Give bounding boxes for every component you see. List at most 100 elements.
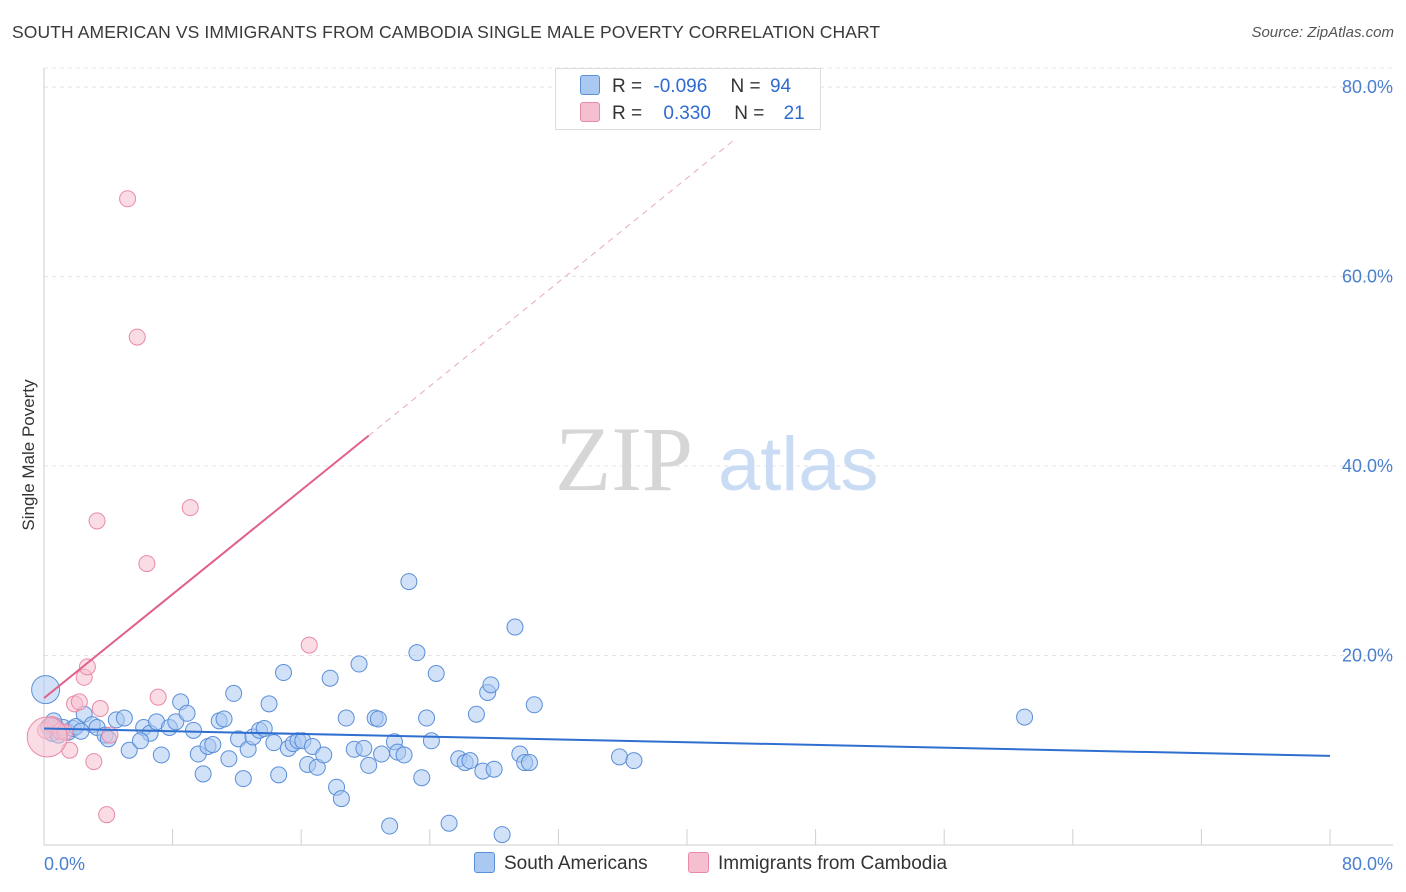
point-south-american xyxy=(369,710,387,728)
point-cambodia xyxy=(78,658,96,676)
legend-swatch-south-americans xyxy=(474,852,495,873)
point-south-american xyxy=(152,746,170,764)
legend-swatch-cambodia xyxy=(580,102,600,122)
point-cambodia xyxy=(181,499,199,517)
point-south-american xyxy=(332,790,350,808)
legend-n-label: N = xyxy=(734,103,765,124)
legend-swatch-cambodia xyxy=(688,852,709,873)
legend-n-label: N = xyxy=(730,76,761,97)
point-south-american xyxy=(337,709,355,727)
point-south-american xyxy=(350,655,368,673)
legend-r-label: R = xyxy=(612,103,643,124)
point-south-american xyxy=(427,664,445,682)
point-cambodia xyxy=(98,806,116,824)
legend-label-south-americans: South Americans xyxy=(504,853,648,874)
x-tick-min: 0.0% xyxy=(44,854,85,874)
legend-r-value: -0.096 xyxy=(653,76,708,97)
gridlines xyxy=(44,67,1393,656)
legend-swatch-south-americans xyxy=(580,75,600,95)
point-south-american xyxy=(178,704,196,722)
legend-label-cambodia: Immigrants from Cambodia xyxy=(718,853,948,874)
legend-row-cambodia: R = 0.330 N = 21 xyxy=(580,102,805,128)
watermark-atlas: atlas xyxy=(718,422,879,507)
point-south-american xyxy=(31,675,61,705)
bottom-legend-south-americans: South Americans xyxy=(474,852,648,875)
legend-row-south-americans: R = -0.096 N = 94 xyxy=(580,75,791,101)
point-south-american xyxy=(275,664,293,682)
watermark-zip: ZIP xyxy=(555,408,693,510)
trend-lines xyxy=(43,138,1331,757)
point-cambodia xyxy=(138,555,156,573)
point-south-american xyxy=(303,737,321,755)
series-south-americans xyxy=(31,573,1034,844)
point-south-american xyxy=(194,765,212,783)
point-cambodia xyxy=(26,716,68,758)
y-tick-label: 40.0% xyxy=(1342,456,1393,476)
point-south-american xyxy=(184,721,202,739)
point-south-american xyxy=(482,676,500,694)
point-south-american xyxy=(1016,708,1034,726)
point-south-american xyxy=(422,732,440,750)
trend-cambodia xyxy=(43,434,370,699)
point-south-american xyxy=(72,722,90,740)
axes xyxy=(43,68,1393,846)
y-tick-label: 80.0% xyxy=(1342,77,1393,97)
point-south-american xyxy=(413,769,431,787)
point-cambodia xyxy=(119,190,137,208)
point-south-american xyxy=(485,760,503,778)
point-south-american xyxy=(234,770,252,788)
point-cambodia xyxy=(91,700,109,718)
point-south-american xyxy=(373,745,391,763)
trend-south-americans xyxy=(43,727,1331,757)
correlation-legend: R = -0.096 N = 94 R = 0.330 N = 21 xyxy=(555,68,821,130)
point-south-american xyxy=(167,713,185,731)
y-axis-label: Single Male Poverty xyxy=(19,379,38,531)
bottom-legend-cambodia: Immigrants from Cambodia xyxy=(688,852,947,875)
legend-n-value: 94 xyxy=(769,76,792,97)
point-south-american xyxy=(625,752,643,770)
trend-cambodia-extrapolated xyxy=(368,138,736,437)
point-cambodia xyxy=(101,726,119,744)
point-south-american xyxy=(270,766,288,784)
point-south-american xyxy=(467,705,485,723)
watermark: ZIP atlas xyxy=(555,408,879,510)
point-south-american xyxy=(355,739,373,757)
point-cambodia xyxy=(300,636,318,654)
point-south-american xyxy=(400,573,418,591)
point-south-american xyxy=(395,746,413,764)
point-south-american xyxy=(120,741,138,759)
y-tick-label: 60.0% xyxy=(1342,266,1393,286)
chart-title: SOUTH AMERICAN VS IMMIGRANTS FROM CAMBOD… xyxy=(12,22,881,42)
point-south-american xyxy=(506,618,524,636)
point-south-american xyxy=(260,695,278,713)
point-cambodia xyxy=(85,753,103,771)
point-south-american xyxy=(493,826,511,844)
point-cambodia xyxy=(88,512,106,530)
legend-r-label: R = xyxy=(612,76,643,97)
y-tick-labels: 20.0% 40.0% 60.0% 80.0% xyxy=(1342,77,1393,666)
point-south-american xyxy=(525,696,543,714)
chart-source: Source: ZipAtlas.com xyxy=(1251,24,1394,41)
legend-r-value: 0.330 xyxy=(663,103,711,124)
y-tick-label: 20.0% xyxy=(1342,645,1393,665)
point-south-american xyxy=(115,709,133,727)
point-cambodia xyxy=(70,693,88,711)
point-south-american xyxy=(265,734,283,752)
point-south-american xyxy=(215,710,233,728)
legend-n-value: 21 xyxy=(783,103,805,124)
point-south-american xyxy=(520,754,538,772)
point-south-american xyxy=(220,750,238,768)
point-south-american xyxy=(225,684,243,702)
point-south-american xyxy=(418,709,436,727)
point-south-american xyxy=(610,748,628,766)
point-south-american xyxy=(315,746,333,764)
point-south-american xyxy=(381,817,399,835)
point-south-american xyxy=(131,732,149,750)
point-south-american xyxy=(461,752,479,770)
point-south-american xyxy=(321,669,339,687)
point-cambodia xyxy=(128,328,146,346)
x-tick-max: 80.0% xyxy=(1342,854,1393,874)
point-cambodia xyxy=(149,688,167,706)
point-south-american xyxy=(360,756,378,774)
